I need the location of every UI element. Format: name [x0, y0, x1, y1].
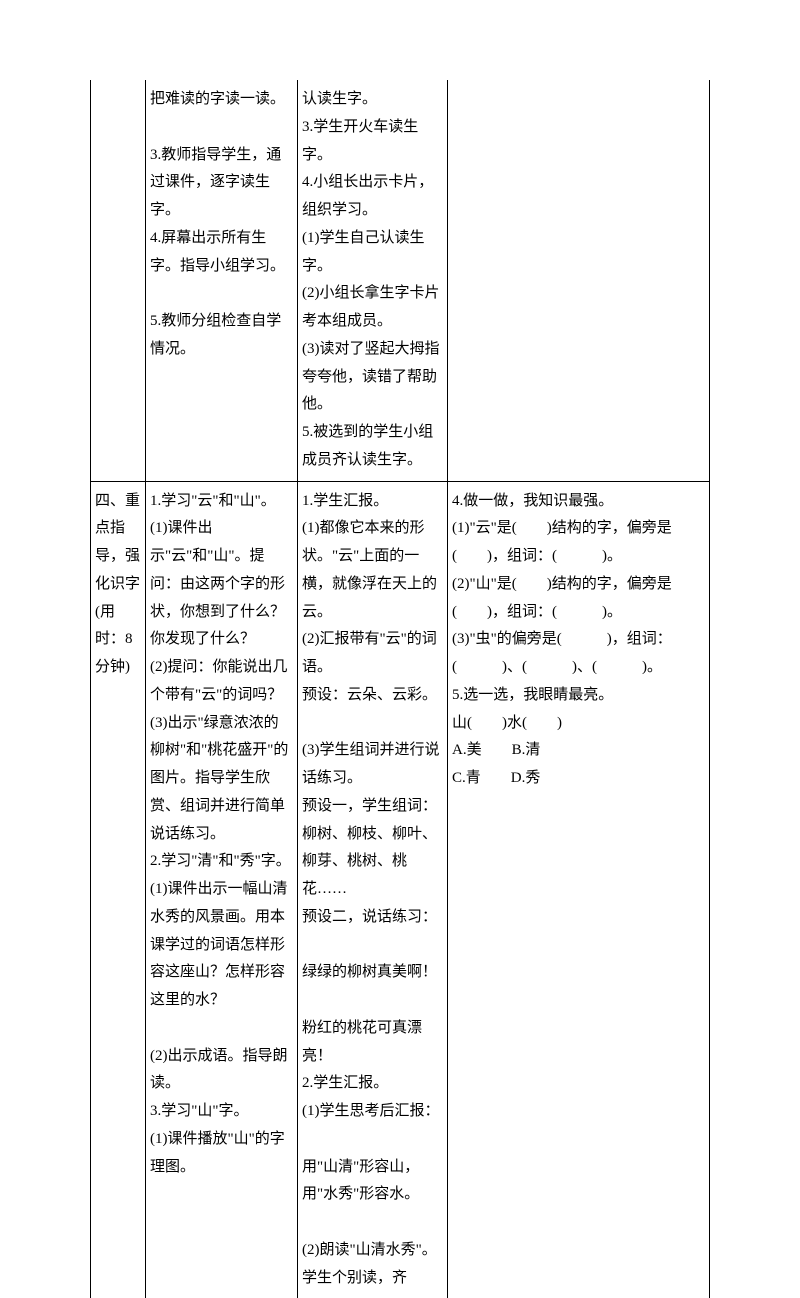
table-row: 把难读的字读一读。3.教师指导学生，通过课件，逐字读生字。4.屏幕出示所有生字。… — [91, 80, 710, 481]
cell-student-activity-1: 认读生字。3.学生开火车读生字。4.小组长出示卡片，组织学习。(1)学生自己认读… — [298, 80, 448, 481]
lesson-plan-table: 把难读的字读一读。3.教师指导学生，通过课件，逐字读生字。4.屏幕出示所有生字。… — [90, 80, 710, 1298]
page-container: 把难读的字读一读。3.教师指导学生，通过课件，逐字读生字。4.屏幕出示所有生字。… — [0, 0, 800, 1132]
table-row: 四、重点指导，强化识字(用时：8分钟) 1.学习"云"和"山"。(1)课件出示"… — [91, 481, 710, 1298]
cell-notes-1 — [448, 80, 710, 481]
cell-stage-label-1 — [91, 80, 146, 481]
cell-notes-2: 4.做一做，我知识最强。(1)"云"是( )结构的字，偏旁是( )，组词：( )… — [448, 481, 710, 1298]
cell-teacher-activity-2: 1.学习"云"和"山"。(1)课件出示"云"和"山"。提问：由这两个字的形状，你… — [146, 481, 298, 1298]
cell-teacher-activity-1: 把难读的字读一读。3.教师指导学生，通过课件，逐字读生字。4.屏幕出示所有生字。… — [146, 80, 298, 481]
cell-student-activity-2: 1.学生汇报。(1)都像它本来的形状。"云"上面的一横，就像浮在天上的云。(2)… — [298, 481, 448, 1298]
cell-stage-label-2: 四、重点指导，强化识字(用时：8分钟) — [91, 481, 146, 1298]
